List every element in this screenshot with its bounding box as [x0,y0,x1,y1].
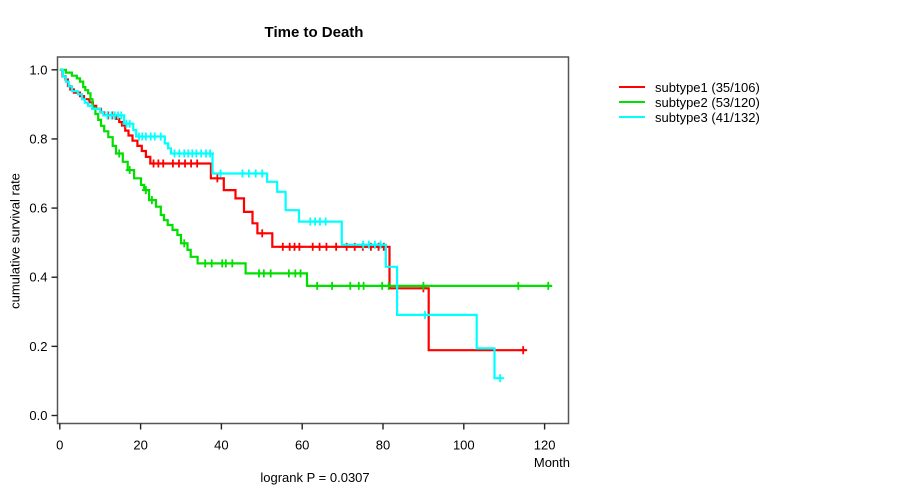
y-axis-tick-label: 0.2 [29,339,47,354]
plot-box [56,56,570,425]
survival-curve-2 [59,68,552,287]
logrank-annotation: logrank P = 0.0307 [260,470,370,485]
y-axis-tick-label: 0.6 [29,201,47,216]
legend-label-subtype2: subtype2 (53/120) [655,94,760,110]
legend-label-subtype3: subtype3 (41/132) [655,109,760,125]
y-axis-tick-label: 0.8 [29,131,47,146]
legend-line-swatch-subtype1 [619,86,645,88]
y-axis-title: cumulative survival rate [7,173,23,309]
legend: subtype1 (35/106) subtype2 (53/120) subt… [619,79,760,125]
y-axis-tick-label: 0.4 [29,270,47,285]
legend-label-subtype1: subtype1 (35/106) [655,79,760,95]
x-axis-tick-label: 120 [534,438,556,453]
chart-title: Time to Death [264,24,364,41]
legend-item-subtype3: subtype3 (41/132) [619,109,760,125]
legend-line-swatch-subtype3 [619,116,645,118]
survival-curve-3 [59,68,502,380]
censor-marks-2 [115,149,553,290]
x-axis-tick-label: 80 [376,438,390,453]
x-axis-tick-label: 20 [133,438,147,453]
x-axis-tick-label: 0 [56,438,63,453]
x-axis-tick-label: 60 [295,438,309,453]
x-axis-title: Month [533,455,570,470]
legend-item-subtype2: subtype2 (53/120) [619,94,760,110]
legend-item-subtype1: subtype1 (35/106) [619,79,760,95]
x-axis-tick-label: 100 [453,438,475,453]
y-axis-tick-label: 1.0 [29,62,47,77]
x-axis-tick-label: 40 [214,438,228,453]
censor-marks-3 [103,111,505,383]
legend-line-swatch-subtype2 [619,101,645,103]
y-axis-tick-label: 0.0 [29,408,47,423]
